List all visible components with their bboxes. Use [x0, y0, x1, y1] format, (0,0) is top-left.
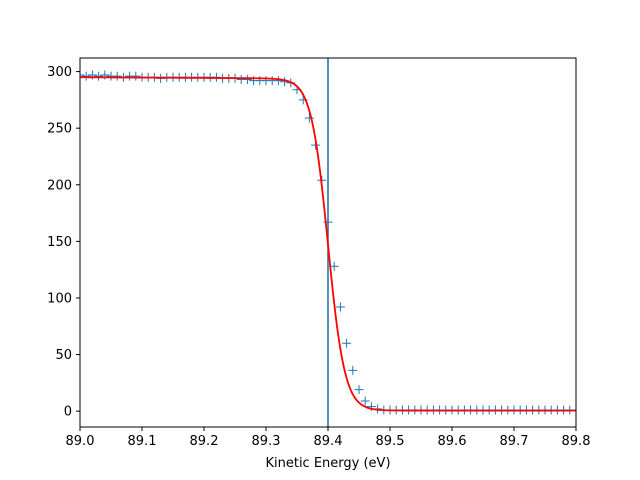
- y-tick-label: 150: [47, 235, 72, 250]
- x-tick-label: 89.1: [128, 434, 157, 449]
- x-tick-label: 89.3: [252, 434, 281, 449]
- x-tick-label: 89.0: [66, 434, 95, 449]
- x-tick-label: 89.5: [376, 434, 405, 449]
- y-tick-label: 0: [64, 405, 72, 420]
- x-axis: 89.0 89.1 89.2 89.3 89.4 89.5 89.6 89.7 89.8: [66, 427, 591, 449]
- plot-area: [80, 58, 576, 427]
- data-point-marker: [131, 71, 141, 81]
- data-point-marker: [348, 365, 358, 375]
- x-tick-label: 89.6: [438, 434, 467, 449]
- y-tick-label: 100: [47, 291, 72, 306]
- data-point-marker: [342, 338, 352, 348]
- data-point-marker: [242, 75, 252, 85]
- y-axis: 0 50 100 150 200 250 300: [47, 65, 80, 420]
- data-point-marker: [335, 302, 345, 312]
- x-axis-label: Kinetic Energy (eV): [265, 456, 390, 471]
- y-tick-label: 250: [47, 122, 72, 137]
- y-tick-label: 200: [47, 178, 72, 193]
- data-point-marker: [94, 71, 104, 81]
- data-point-marker: [273, 76, 283, 86]
- x-tick-label: 89.4: [314, 434, 343, 449]
- plot-content: [80, 58, 576, 427]
- x-tick-label: 89.8: [562, 434, 591, 449]
- data-point-marker: [354, 385, 364, 395]
- data-point-marker: [329, 261, 339, 271]
- data-point-marker: [360, 396, 370, 406]
- data-point-marker: [112, 71, 122, 81]
- fit-curve-line: [80, 76, 576, 412]
- data-point-marker: [81, 71, 91, 81]
- x-tick-label: 89.7: [500, 434, 529, 449]
- y-tick-label: 300: [47, 65, 72, 80]
- y-tick-label: 50: [55, 348, 72, 363]
- data-point-marker: [304, 113, 314, 123]
- x-tick-label: 89.2: [190, 434, 219, 449]
- data-point-marker: [80, 70, 85, 80]
